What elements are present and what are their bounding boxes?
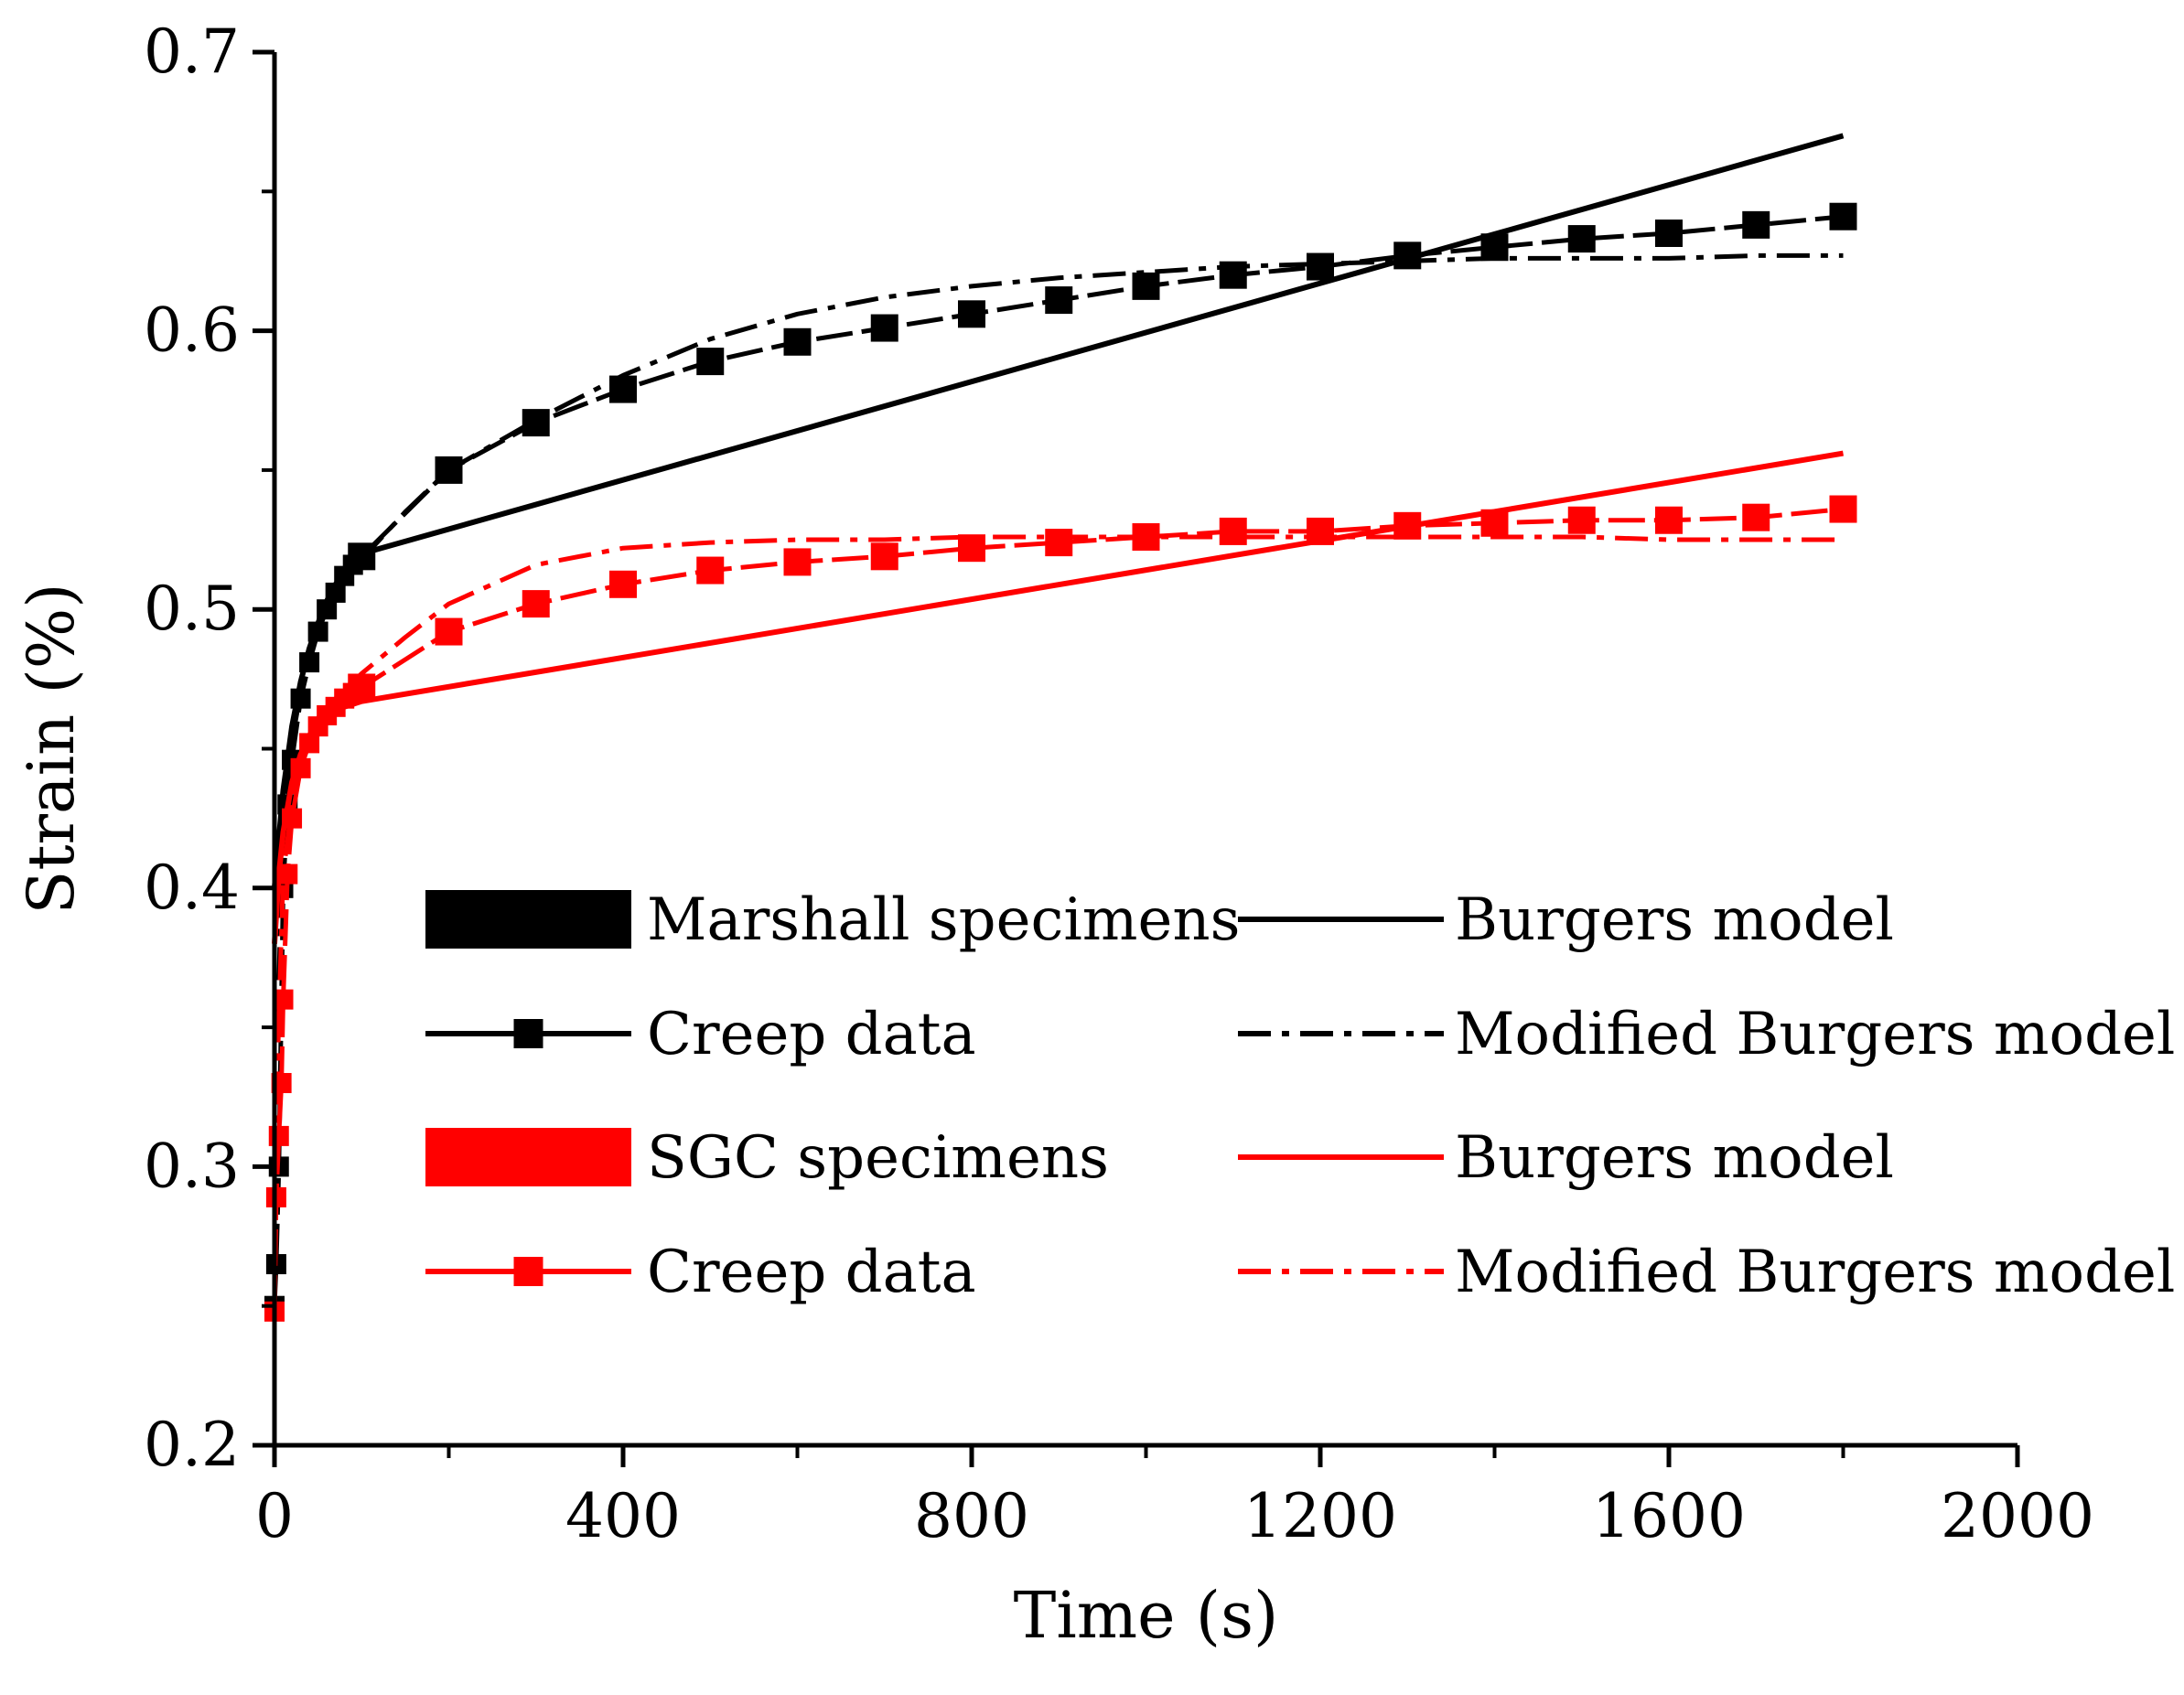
data-point-marker — [783, 327, 812, 356]
data-point-marker — [1045, 286, 1073, 315]
legend-entry-label: Creep data — [647, 1239, 976, 1306]
y-tick-label: 0.7 — [144, 16, 240, 87]
legend-group-swatch — [425, 1128, 631, 1186]
legend-group-label: SGC specimens — [647, 1124, 1109, 1192]
x-axis-title: Time (s) — [1014, 1578, 1279, 1653]
data-point-marker — [696, 556, 725, 585]
data-point-marker — [268, 1125, 289, 1146]
series-layer — [264, 133, 1857, 1322]
data-point-marker — [870, 314, 898, 342]
data-point-marker — [1829, 495, 1857, 523]
x-tick-label: 800 — [914, 1481, 1029, 1551]
legend-marker-symbol — [513, 1019, 543, 1048]
y-tick-label: 0.4 — [144, 853, 240, 923]
legend-marker-symbol — [513, 1257, 543, 1286]
data-point-marker — [1742, 210, 1770, 239]
data-point-marker — [1742, 503, 1770, 531]
data-point-marker — [1307, 252, 1334, 281]
ticks-layer: 0 400 800 1200 1600 2000 0.2 0.3 0.4 0.5 0.6 0.7 — [144, 16, 2094, 1551]
legend-entry-label: Modified Burgers model — [1455, 1239, 2175, 1306]
series-line-2 — [272, 252, 1844, 1167]
data-point-marker — [1045, 529, 1073, 557]
x-tick-label: 1200 — [1243, 1481, 1397, 1551]
y-tick-label: 0.2 — [144, 1410, 240, 1480]
legend-entry-label: Burgers model — [1455, 886, 1894, 954]
legend-entry-label: Creep data — [647, 1001, 976, 1068]
x-tick-label: 0 — [255, 1481, 294, 1551]
data-point-marker — [1829, 202, 1857, 231]
data-point-marker — [696, 348, 725, 376]
data-point-marker — [1567, 506, 1596, 534]
x-tick-label: 2000 — [1941, 1481, 2094, 1551]
data-point-marker — [1655, 219, 1683, 247]
data-point-marker — [1132, 272, 1160, 300]
data-point-marker — [783, 548, 812, 576]
series-line-4 — [272, 450, 1844, 944]
data-point-marker — [609, 570, 637, 598]
data-point-marker — [522, 409, 550, 437]
legend-group-swatch — [425, 890, 631, 949]
legend-group-label: Marshall specimens — [647, 886, 1240, 954]
data-point-marker — [1219, 517, 1247, 545]
data-point-marker — [522, 590, 550, 618]
data-point-marker — [870, 542, 898, 571]
legend: Marshall specimens Creep data Burgers mode… — [425, 886, 2175, 1306]
series-line-5 — [272, 534, 1844, 1167]
y-tick-label: 0.6 — [144, 295, 240, 366]
data-point-marker — [348, 673, 376, 702]
data-point-marker — [1567, 225, 1596, 253]
x-tick-label: 1600 — [1592, 1481, 1746, 1551]
y-axis-title: Strain (%) — [14, 583, 89, 914]
data-point-marker — [958, 300, 985, 328]
data-point-marker — [435, 617, 463, 646]
data-point-marker — [1655, 506, 1683, 534]
x-tick-label: 400 — [565, 1481, 681, 1551]
y-tick-label: 0.5 — [144, 574, 240, 644]
y-tick-label: 0.3 — [144, 1131, 240, 1201]
legend-entry-label: Burgers model — [1455, 1124, 1894, 1192]
legend-entry-label: Modified Burgers model — [1455, 1001, 2175, 1068]
